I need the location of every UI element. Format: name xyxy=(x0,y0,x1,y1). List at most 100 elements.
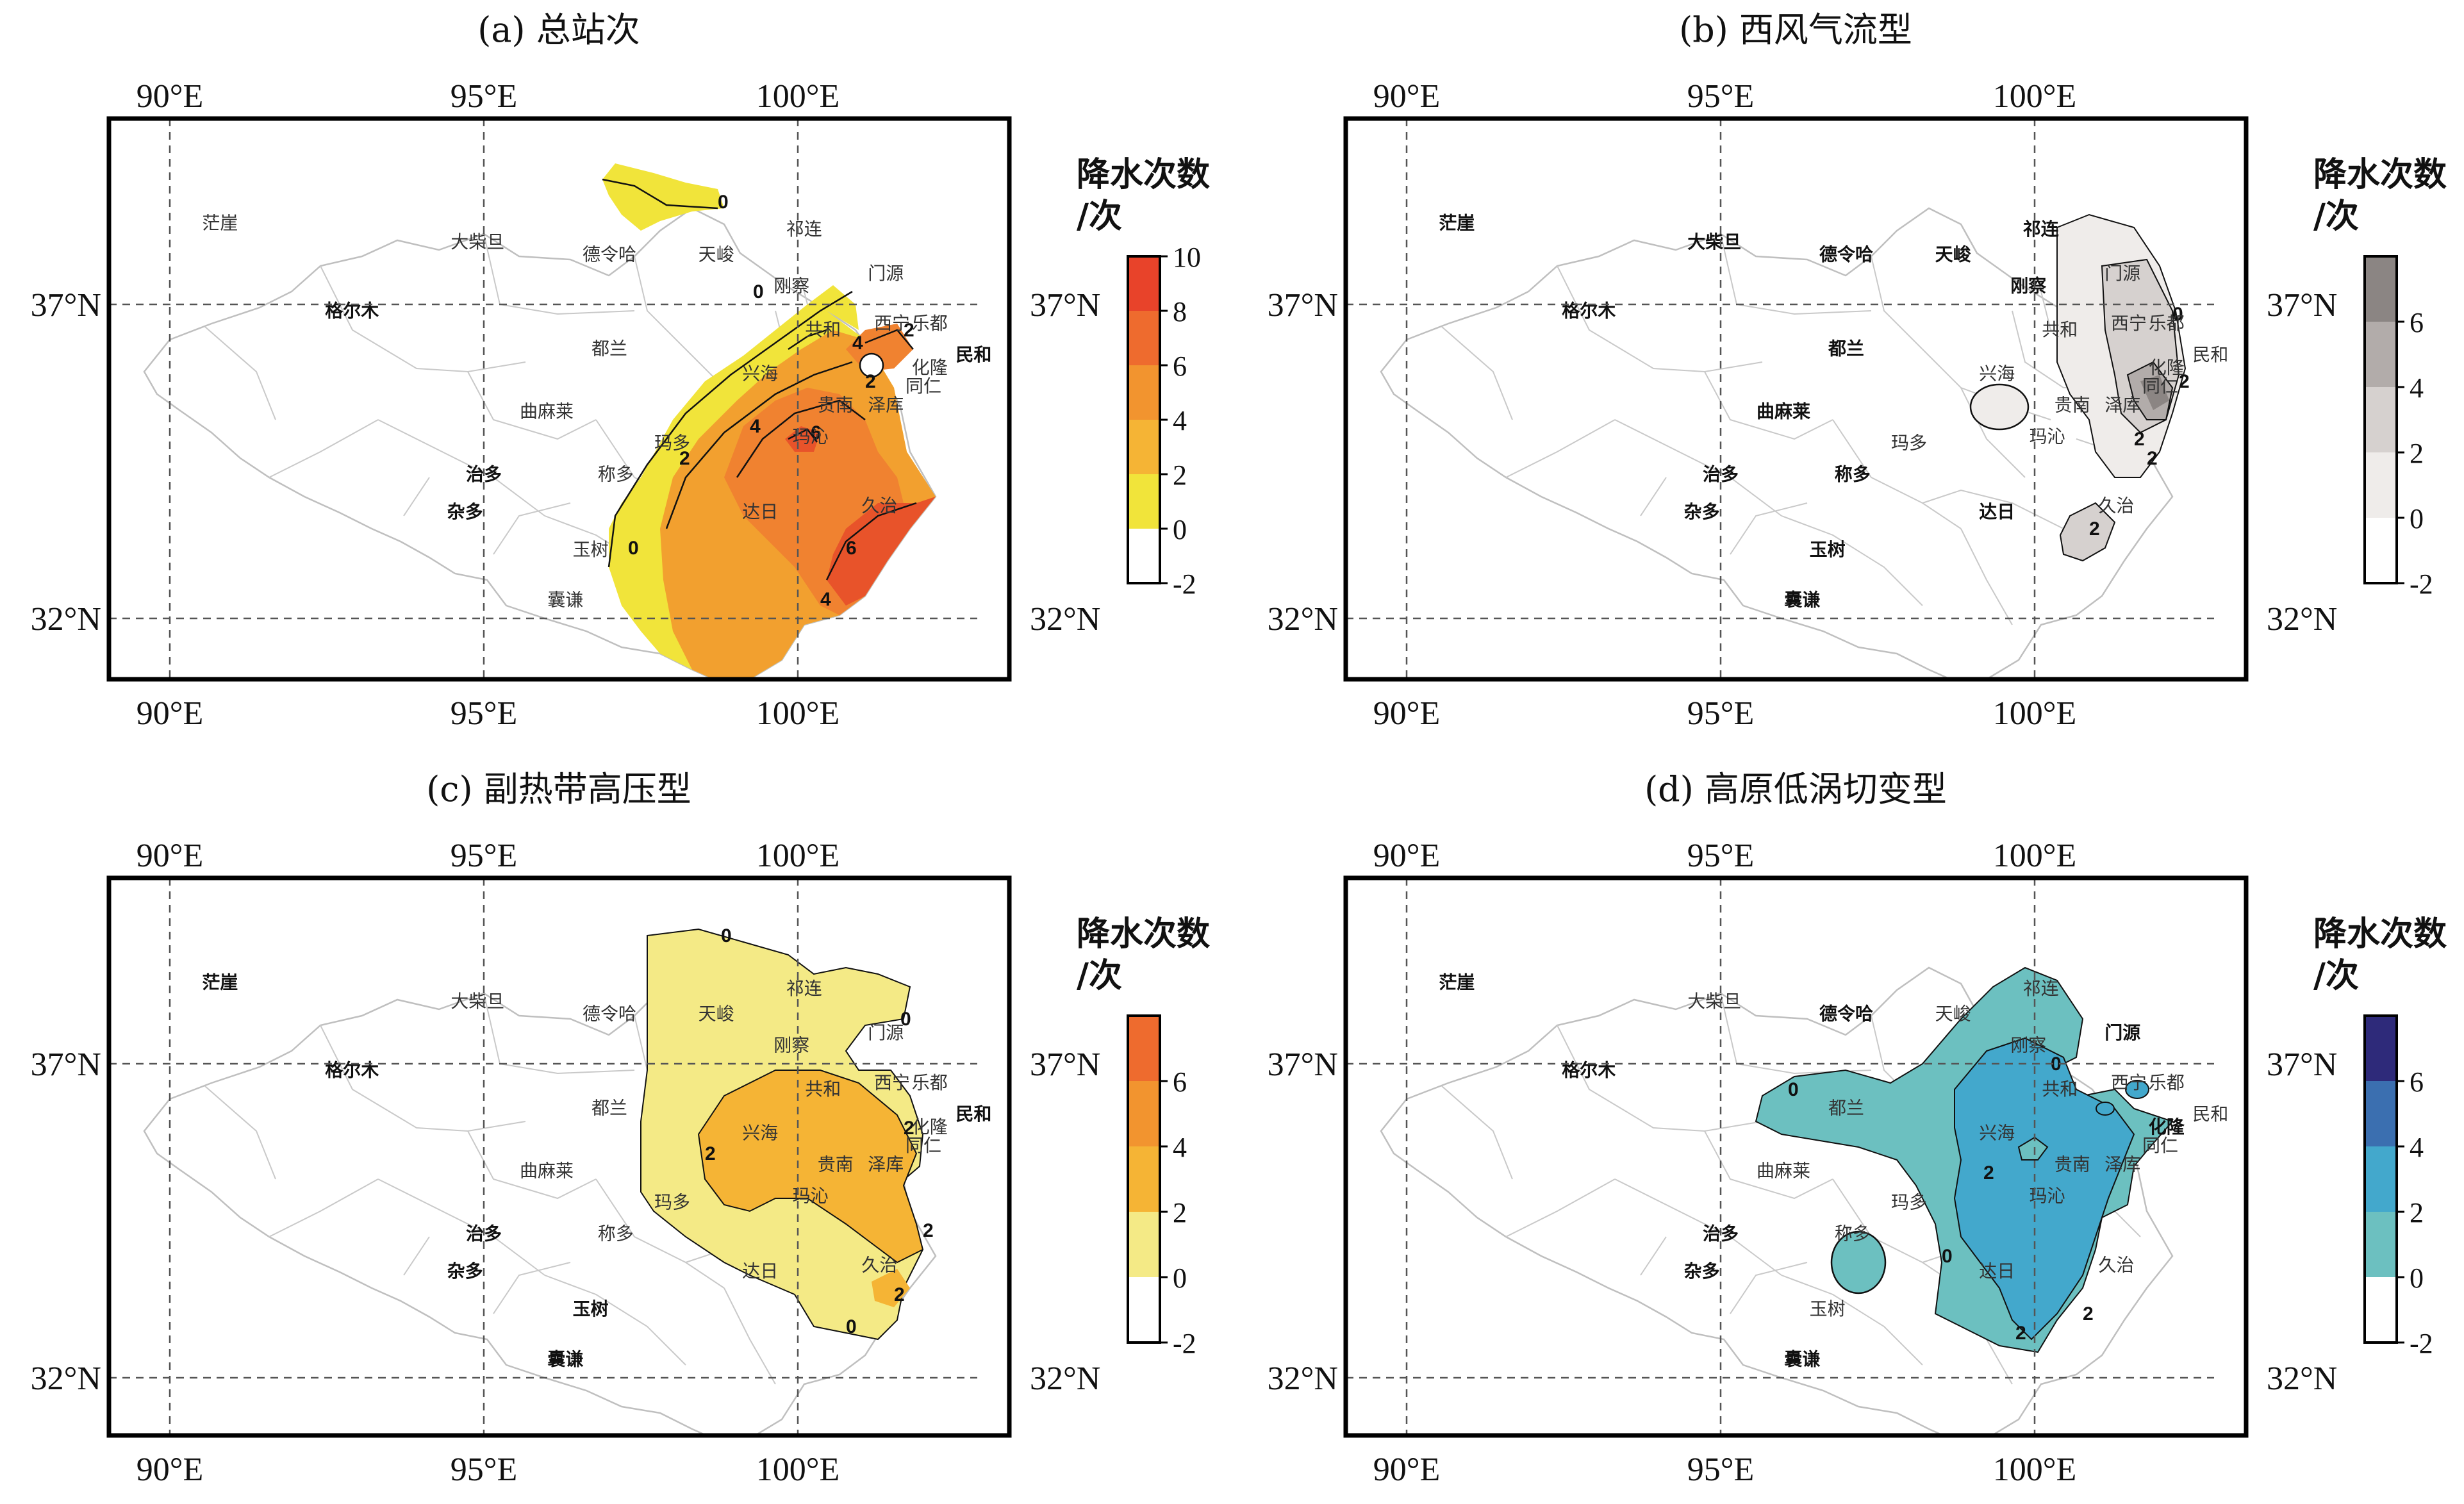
station-label: 乐都 xyxy=(2149,1072,2185,1093)
station-label: 兴海 xyxy=(742,1123,778,1144)
station-label: 茫崖 xyxy=(1439,971,1475,993)
lon-tick-label: 100°E xyxy=(1993,838,2077,874)
contour-label: 0 xyxy=(1788,1079,1799,1100)
station-label: 久治 xyxy=(861,1254,897,1275)
station-label: 久治 xyxy=(2098,1254,2134,1275)
station-label: 贵南 xyxy=(2055,395,2090,416)
station-label: 格尔木 xyxy=(325,301,379,322)
contour-label: 2 xyxy=(2147,448,2158,469)
station-label: 民和 xyxy=(2192,1103,2228,1125)
map-frame xyxy=(106,116,1012,682)
lon-tick-label: 95°E xyxy=(451,838,518,874)
lat-tick-label: 32°N xyxy=(1030,601,1100,638)
contour-label: 2 xyxy=(705,1143,716,1164)
colorbar-swatch xyxy=(2365,322,2397,387)
colorbar-c: 降水次数/次 6 4 2 0 -2 xyxy=(1077,914,1210,1359)
station-label: 久治 xyxy=(861,495,897,516)
station-label: 都兰 xyxy=(1828,338,1864,359)
panel-b-title: (b) 西风气流型 xyxy=(1679,10,1912,50)
contour-label: 4 xyxy=(820,589,831,610)
lat-tick-label: 32°N xyxy=(31,601,101,638)
map-frame xyxy=(1343,875,2249,1438)
colorbar-swatch xyxy=(2365,1081,2397,1146)
station-label: 贵南 xyxy=(818,1154,854,1175)
colorbar-b: 降水次数/次 6 4 2 0 -2 xyxy=(2313,155,2447,600)
colorbar-tick-label: 0 xyxy=(1173,514,1187,545)
station-label: 囊谦 xyxy=(547,589,583,610)
station-label: 乐都 xyxy=(2149,313,2185,334)
station-label: 玛多 xyxy=(1891,1191,1927,1212)
colorbar-unit: /次 xyxy=(2313,956,2359,995)
station-label: 囊谦 xyxy=(547,1348,583,1369)
colorbar-unit: /次 xyxy=(2313,197,2359,236)
colorbar-tick-label: 4 xyxy=(1173,1132,1187,1163)
station-label: 民和 xyxy=(2192,344,2228,365)
colorbar-swatch xyxy=(1128,420,1160,474)
station-label: 刚察 xyxy=(773,275,809,296)
colorbar-title: 降水次数 xyxy=(1077,155,1210,194)
contour-label: 2 xyxy=(894,1284,905,1305)
lat-tick-label: 37°N xyxy=(1030,1046,1100,1083)
lat-tick-label: 37°N xyxy=(2267,1046,2337,1083)
station-label: 玉树 xyxy=(1810,539,1846,560)
lon-tick-label: 90°E xyxy=(136,1451,204,1488)
station-label: 都兰 xyxy=(591,338,627,359)
station-label: 门源 xyxy=(2104,1022,2140,1043)
station-label: 玛多 xyxy=(654,432,690,453)
colorbar-tick-label: -2 xyxy=(1173,568,1196,600)
contour-label: 0 xyxy=(628,538,639,559)
station-label: 同仁 xyxy=(905,376,941,397)
panel-c-title: (c) 副热带高压型 xyxy=(426,769,691,809)
station-label: 西宁 xyxy=(2111,1072,2147,1093)
colorbar-tick-label: 0 xyxy=(2410,503,2424,534)
station-label: 曲麻莱 xyxy=(1757,1160,1810,1181)
station-label: 贵南 xyxy=(818,395,854,416)
colorbar-swatch xyxy=(2365,518,2397,583)
colorbar-d: 降水次数/次 6 4 2 0 -2 xyxy=(2313,914,2447,1359)
station-label: 门源 xyxy=(2104,263,2140,284)
panel-d-title: (d) 高原低涡切变型 xyxy=(1644,769,1947,809)
station-label: 同仁 xyxy=(905,1135,941,1156)
station-label: 囊谦 xyxy=(1784,589,1820,610)
colorbar-tick-label: 10 xyxy=(1173,242,1201,273)
contour-label: 2 xyxy=(865,371,876,392)
station-label: 门源 xyxy=(868,263,904,284)
colorbar-unit: /次 xyxy=(1077,956,1122,995)
station-label: 化隆 xyxy=(912,357,948,378)
station-label: 达日 xyxy=(1979,501,2015,522)
lon-tick-label: 90°E xyxy=(1373,695,1441,732)
contour-label: 0 xyxy=(900,1009,911,1030)
colorbar-tick-label: -2 xyxy=(1173,1328,1196,1359)
contour-label: 2 xyxy=(679,448,690,469)
station-label: 天峻 xyxy=(699,244,734,265)
colorbar-outline xyxy=(1127,1014,1161,1344)
station-label: 称多 xyxy=(1835,1223,1871,1244)
station-label: 刚察 xyxy=(2010,275,2047,296)
station-label: 曲麻莱 xyxy=(1757,401,1810,422)
station-label: 茫崖 xyxy=(1439,212,1475,233)
colorbar-tick-label: 2 xyxy=(2410,1197,2424,1228)
lat-tick-label: 32°N xyxy=(1030,1360,1100,1397)
colorbar-swatch xyxy=(1128,1016,1160,1081)
colorbar-a: 降水次数/次 10 8 6 4 2 0 -2 xyxy=(1077,155,1210,600)
contour-label: 2 xyxy=(904,1118,914,1139)
colorbar-swatch xyxy=(2365,452,2397,518)
station-label: 乐都 xyxy=(912,313,948,334)
station-label: 玛多 xyxy=(654,1191,690,1212)
station-label: 玉树 xyxy=(573,539,609,560)
station-label: 民和 xyxy=(955,344,991,365)
colorbar-title: 降水次数 xyxy=(2313,155,2447,194)
station-label: 同仁 xyxy=(2142,376,2178,397)
lat-tick-label: 37°N xyxy=(31,287,101,324)
colorbar-swatch xyxy=(1128,1146,1160,1212)
colorbar-swatch xyxy=(1128,1277,1160,1343)
station-label: 西宁 xyxy=(874,313,910,334)
colorbar-tick-label: 4 xyxy=(2410,372,2424,404)
lon-tick-label: 100°E xyxy=(756,838,840,874)
station-label: 都兰 xyxy=(591,1097,627,1118)
lat-tick-label: 37°N xyxy=(31,1046,101,1083)
contour-label: 4 xyxy=(852,333,863,354)
station-label: 泽库 xyxy=(868,395,904,416)
lon-tick-label: 90°E xyxy=(1373,1451,1441,1488)
